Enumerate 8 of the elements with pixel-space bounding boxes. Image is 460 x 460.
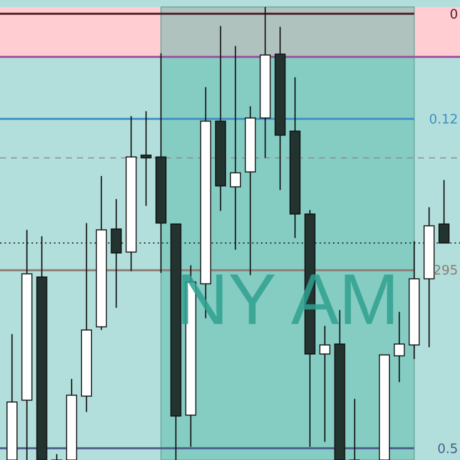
candlestick	[140, 110, 152, 206]
annotation: 0.5	[437, 442, 458, 457]
annotation: 0.12	[429, 112, 458, 128]
candlestick	[51, 454, 62, 460]
candlestick	[394, 311, 405, 383]
candlestick	[349, 398, 360, 460]
annotation: 0	[450, 7, 458, 22]
candlestick	[319, 325, 330, 442]
